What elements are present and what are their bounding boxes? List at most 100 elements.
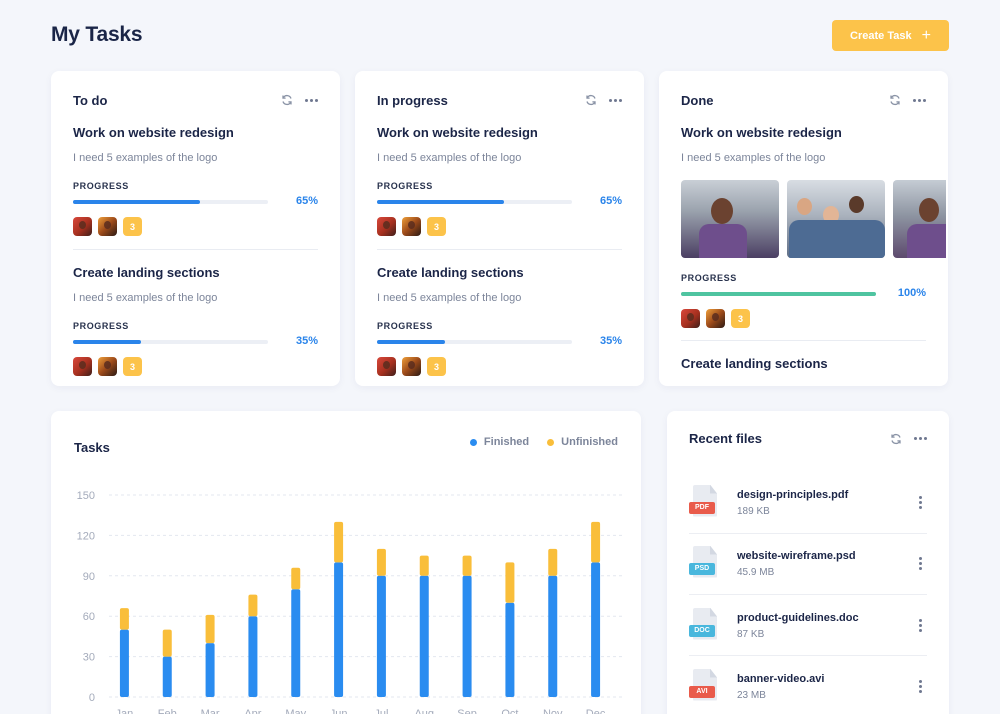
more-assignees-badge[interactable]: 3 xyxy=(731,309,750,328)
x-tick-label: Feb xyxy=(158,708,177,714)
task-description: I need 5 examples of the logo xyxy=(377,292,522,304)
avatar[interactable] xyxy=(98,357,117,376)
file-menu-icon[interactable] xyxy=(913,496,927,509)
file-type-tag: DOC xyxy=(689,624,715,637)
progress-bar xyxy=(681,292,876,296)
bar-unfinished xyxy=(591,521,601,563)
progress-value: 65% xyxy=(599,195,622,207)
column-in-progress: In progress Work on website redesign I n… xyxy=(355,71,644,386)
progress-value: 65% xyxy=(295,195,318,207)
file-name: website-wireframe.psd xyxy=(737,549,856,562)
progress-label: PROGRESS xyxy=(73,321,129,331)
file-name: product-guidelines.doc xyxy=(737,611,859,624)
bar-finished xyxy=(505,602,515,697)
assignees: 3 xyxy=(73,217,318,236)
file-menu-icon[interactable] xyxy=(913,557,927,570)
task-title: Work on website redesign xyxy=(377,125,538,140)
legend-unfinished[interactable]: Unfinished xyxy=(547,436,618,448)
task-description: I need 5 examples of the logo xyxy=(73,292,218,304)
bar-unfinished xyxy=(334,521,344,563)
tasks-bar-chart: 150 120 90 60 30 0 Jan Feb Mar Apr May Jun Jul Aug Sep… xyxy=(77,490,623,714)
task-card[interactable]: Work on website redesign I need 5 exampl… xyxy=(73,125,318,236)
refresh-icon[interactable] xyxy=(888,93,902,107)
create-task-button[interactable]: Create Task + xyxy=(832,20,949,51)
more-icon[interactable] xyxy=(608,93,622,107)
bar-unfinished xyxy=(419,555,429,576)
avatar[interactable] xyxy=(402,217,421,236)
divider xyxy=(689,533,927,534)
progress-bar xyxy=(73,340,268,344)
x-tick-label: Jan xyxy=(116,708,134,714)
more-assignees-badge[interactable]: 3 xyxy=(123,217,142,236)
avatar[interactable] xyxy=(681,309,700,328)
refresh-icon[interactable] xyxy=(889,432,903,446)
more-assignees-badge[interactable]: 3 xyxy=(427,357,446,376)
file-size: 189 KB xyxy=(737,505,770,517)
task-card[interactable]: Create landing sections I need 5 example… xyxy=(73,265,318,376)
bar-finished xyxy=(462,575,472,697)
bar-unfinished xyxy=(162,629,172,657)
file-type-tag: AVI xyxy=(689,685,715,698)
file-size: 45.9 MB xyxy=(737,566,775,578)
file-size: 23 MB xyxy=(737,689,766,701)
attachment-photo[interactable] xyxy=(681,180,779,258)
assignees: 3 xyxy=(681,309,926,328)
file-type-tag: PDF xyxy=(689,501,715,514)
file-name: design-principles.pdf xyxy=(737,488,849,501)
bar-unfinished xyxy=(505,562,515,603)
file-row[interactable]: AVI banner-video.avi 23 MB xyxy=(689,656,927,714)
progress-value: 35% xyxy=(599,335,622,347)
bar-finished xyxy=(591,562,601,697)
task-card[interactable]: Create landing sections xyxy=(681,356,926,371)
x-tick-label: Sep xyxy=(457,708,477,714)
file-menu-icon[interactable] xyxy=(913,680,927,693)
avatar[interactable] xyxy=(73,217,92,236)
bar-unfinished xyxy=(205,614,215,644)
attachment-photos xyxy=(681,180,946,258)
tasks-chart-card: Tasks Finished Unfinished 150 120 90 60 30 0 J… xyxy=(51,411,641,714)
progress-value: 100% xyxy=(897,287,926,299)
column-title: To do xyxy=(73,92,108,108)
task-card[interactable]: Work on website redesign I need 5 exampl… xyxy=(377,125,622,236)
file-row[interactable]: PSD website-wireframe.psd 45.9 MB xyxy=(689,533,927,594)
file-row[interactable]: DOC product-guidelines.doc 87 KB xyxy=(689,595,927,656)
task-title: Work on website redesign xyxy=(681,125,842,140)
avatar[interactable] xyxy=(377,357,396,376)
task-title: Create landing sections xyxy=(681,356,828,371)
refresh-icon[interactable] xyxy=(280,93,294,107)
bar-finished xyxy=(334,562,344,697)
more-icon[interactable] xyxy=(913,432,927,446)
file-menu-icon[interactable] xyxy=(913,619,927,632)
column-title: In progress xyxy=(377,92,448,108)
y-tick-label: 90 xyxy=(83,571,95,583)
more-assignees-badge[interactable]: 3 xyxy=(427,217,446,236)
avatar[interactable] xyxy=(706,309,725,328)
avatar[interactable] xyxy=(73,357,92,376)
x-tick-label: May xyxy=(285,708,306,714)
more-assignees-badge[interactable]: 3 xyxy=(123,357,142,376)
file-name: banner-video.avi xyxy=(737,672,825,685)
assignees: 3 xyxy=(73,357,318,376)
progress-label: PROGRESS xyxy=(377,321,433,331)
legend-finished[interactable]: Finished xyxy=(469,436,529,448)
y-tick-label: 0 xyxy=(89,692,95,704)
x-tick-label: Jun xyxy=(330,708,348,714)
column-title: Done xyxy=(681,92,714,108)
task-card[interactable]: Create landing sections I need 5 example… xyxy=(377,265,622,376)
refresh-icon[interactable] xyxy=(584,93,598,107)
file-row[interactable]: PDF design-principles.pdf 189 KB xyxy=(689,472,927,533)
task-title: Create landing sections xyxy=(73,265,220,280)
legend-dot xyxy=(547,438,555,446)
avatar[interactable] xyxy=(402,357,421,376)
legend-label: Unfinished xyxy=(561,436,618,448)
more-icon[interactable] xyxy=(304,93,318,107)
bar-finished xyxy=(162,656,172,697)
divider xyxy=(73,249,318,250)
avatar[interactable] xyxy=(377,217,396,236)
attachment-photo[interactable] xyxy=(893,180,946,258)
avatar[interactable] xyxy=(98,217,117,236)
task-card[interactable]: Work on website redesign I need 5 exampl… xyxy=(681,125,946,328)
attachment-photo[interactable] xyxy=(787,180,885,258)
chart-title: Tasks xyxy=(74,440,110,455)
more-icon[interactable] xyxy=(912,93,926,107)
